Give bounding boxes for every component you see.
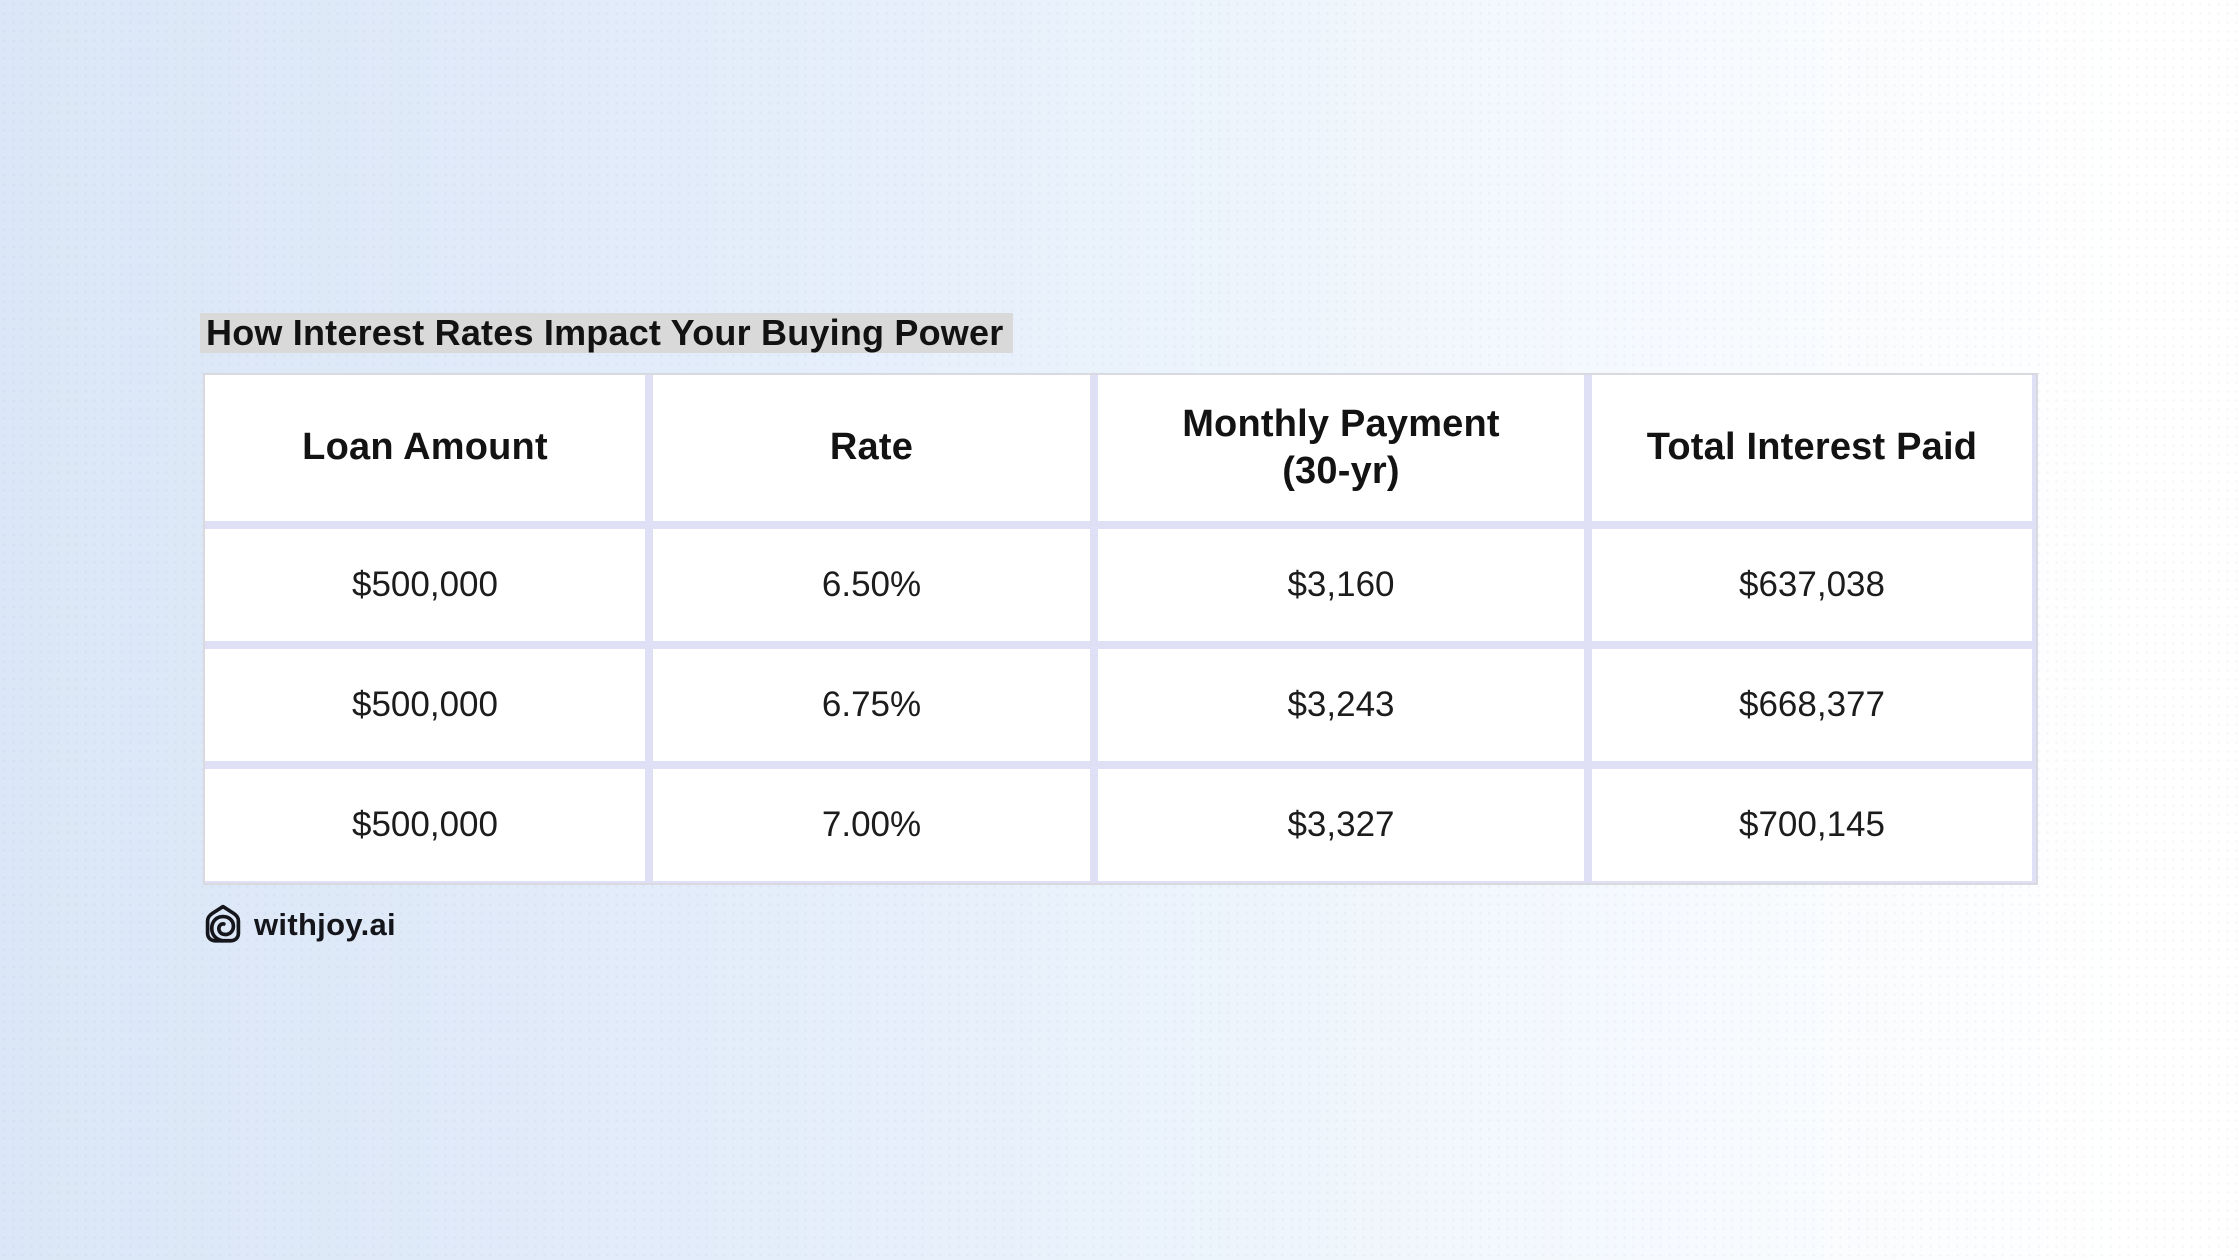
column-header-total-interest: Total Interest Paid — [1592, 375, 2032, 521]
table-cell-loan-amount: $500,000 — [205, 529, 645, 641]
table-cell-loan-amount: $500,000 — [205, 649, 645, 761]
interest-rate-table: Loan Amount Rate Monthly Payment (30-yr)… — [203, 373, 2038, 885]
column-header-loan-amount: Loan Amount — [205, 375, 645, 521]
house-spiral-icon — [203, 903, 243, 946]
brand-name: withjoy.ai — [254, 906, 396, 942]
table-cell-loan-amount: $500,000 — [205, 769, 645, 881]
page-title: How Interest Rates Impact Your Buying Po… — [200, 313, 1014, 353]
table-cell-total-interest: $700,145 — [1592, 769, 2032, 881]
table-cell-rate: 7.00% — [653, 769, 1090, 881]
table-cell-rate: 6.75% — [653, 649, 1090, 761]
table-cell-monthly-payment: $3,327 — [1098, 769, 1584, 881]
table-cell-rate: 6.50% — [653, 529, 1090, 641]
table-cell-monthly-payment: $3,243 — [1098, 649, 1584, 761]
table-cell-total-interest: $668,377 — [1592, 649, 2032, 761]
brand-footer: withjoy.ai — [203, 903, 396, 946]
table-cell-total-interest: $637,038 — [1592, 529, 2032, 641]
column-header-rate: Rate — [653, 375, 1090, 521]
table-cell-monthly-payment: $3,160 — [1098, 529, 1584, 641]
column-header-monthly-payment: Monthly Payment (30-yr) — [1098, 375, 1584, 521]
